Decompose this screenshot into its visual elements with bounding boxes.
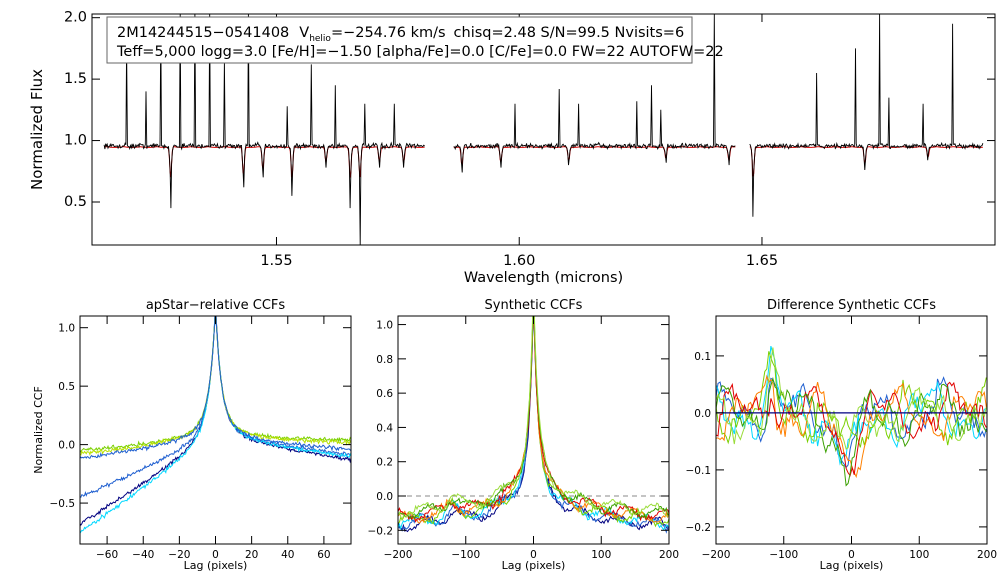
- chart-2: −200 −100 0 100 200 −0.2 0.0 0.2 0.4 0.6 0.8 1.0 Lag…: [368, 298, 680, 572]
- y-tick-label: 0.5: [58, 381, 75, 393]
- y-axis-title: Normalized Flux: [28, 69, 46, 190]
- x-tick-label: 0: [848, 549, 855, 561]
- plot-frame: [79, 315, 352, 545]
- x-tick-label: 40: [281, 549, 294, 561]
- difference-ccf-line: [716, 376, 987, 487]
- plot-area: [716, 345, 987, 487]
- y-tick-label: −0.1: [686, 465, 712, 477]
- chart-1: −60 −40 −20 0 20 40 60 −0.5 0.0 0.5 1.0 Lag (pixels…: [32, 298, 352, 572]
- x-tick-label: 0: [212, 549, 219, 561]
- chart-0: 1.55 1.60 1.65 0.5 1.0 1.5 2.0 Wavelength (micr…: [28, 10, 996, 286]
- x-axis-title: Wavelength (microns): [464, 270, 623, 286]
- x-tick-label: 100: [909, 549, 929, 561]
- y-tick-label: 1.0: [376, 320, 393, 332]
- x-tick-label: −100: [451, 549, 480, 561]
- y-tick-label: 2.0: [64, 10, 87, 26]
- observed-spectrum-segment: [103, 14, 425, 245]
- y-tick-label: 0.0: [376, 491, 393, 503]
- y-tick-label: 0.5: [64, 194, 87, 210]
- vhelio-prefix: V: [299, 25, 309, 41]
- plot-area: [80, 316, 351, 534]
- y-tick-label: 1.0: [64, 133, 87, 149]
- x-tick-label: 100: [591, 549, 611, 561]
- x-tick-label: 0: [530, 549, 537, 561]
- y-tick-label: 0.6: [376, 388, 393, 400]
- synthetic-ccf-line: [398, 316, 669, 523]
- plot-area: [103, 14, 984, 245]
- x-tick-label: −100: [769, 549, 798, 561]
- x-tick-label: 1.55: [260, 253, 292, 269]
- plot-frame: [397, 315, 670, 545]
- y-tick-label: 0.0: [58, 440, 75, 452]
- y-tick-label: −0.2: [686, 522, 712, 534]
- info-line-2: Teff=5,000 logg=3.0 [Fe/H]=−1.50 [alpha/…: [116, 44, 724, 60]
- synthetic-ccf-line: [398, 316, 669, 533]
- y-tick-label: 0.2: [376, 457, 393, 469]
- vhelio-value: =−254.76 km/s: [331, 25, 446, 41]
- info-line-1: 2M14244515−0541408 Vhelio=−254.76 km/s chi…: [117, 25, 684, 44]
- star-id: 2M14244515−0541408: [117, 25, 289, 41]
- y-axis-title: Normalized CCF: [32, 386, 45, 474]
- difference-ccf-line: [716, 381, 987, 477]
- y-tick-label: 0.0: [694, 408, 711, 420]
- observed-spectrum-segment: [749, 14, 984, 217]
- x-tick-label: −200: [384, 549, 413, 561]
- x-tick-label: 200: [659, 549, 679, 561]
- ccf-series-line: [80, 316, 351, 459]
- x-axis-title: Lag (pixels): [502, 559, 566, 572]
- x-axis-title: Lag (pixels): [184, 559, 248, 572]
- synthetic-ccf-line: [398, 316, 669, 531]
- chart-title: Synthetic CCFs: [485, 298, 583, 313]
- difference-ccf-line: [716, 347, 987, 450]
- difference-ccf-line: [716, 345, 987, 466]
- y-tick-label: −0.5: [50, 498, 76, 510]
- x-tick-label: 1.60: [503, 253, 535, 269]
- y-tick-label: −0.2: [368, 525, 394, 537]
- y-tick-label: 0.4: [376, 422, 393, 434]
- chart-title: Difference Synthetic CCFs: [767, 298, 936, 313]
- x-tick-label: 20: [245, 549, 258, 561]
- x-tick-label: 200: [977, 549, 997, 561]
- y-tick-label: 1.0: [58, 323, 75, 335]
- x-tick-label: 1.65: [746, 253, 778, 269]
- chart-title: apStar−relative CCFs: [146, 298, 286, 313]
- ccf-series-line: [80, 316, 351, 457]
- ccf-series-line: [80, 316, 351, 526]
- plot-frame: [715, 315, 988, 545]
- x-tick-label: −60: [96, 549, 118, 561]
- y-tick-label: 0.8: [376, 354, 393, 366]
- x-tick-label: 60: [317, 549, 330, 561]
- difference-ccf-line: [716, 376, 987, 469]
- plot-area: [398, 316, 669, 534]
- x-tick-label: −200: [702, 549, 731, 561]
- x-tick-label: −20: [168, 549, 190, 561]
- chart-3: −200 −100 0 100 200 −0.2 −0.1 0.0 0.1 Lag (pixels…: [686, 298, 998, 572]
- info-box-frame: [106, 16, 693, 64]
- ccf-series-line: [80, 316, 351, 534]
- y-tick-label: 0.1: [694, 351, 711, 363]
- info-box: 2M14244515−0541408 Vhelio=−254.76 km/s chi…: [106, 16, 724, 64]
- observed-spectrum-segment: [453, 14, 736, 173]
- plot-frame: [91, 13, 996, 246]
- synthetic-ccf-line: [398, 316, 669, 521]
- x-axis-title: Lag (pixels): [820, 559, 884, 572]
- y-tick-label: 1.5: [64, 71, 87, 87]
- vhelio-subscript: helio: [309, 34, 331, 44]
- x-tick-label: −40: [132, 549, 154, 561]
- fit-stats: chisq=2.48 S/N=99.5 Nvisits=6: [454, 25, 685, 41]
- ccf-series-line: [80, 316, 351, 498]
